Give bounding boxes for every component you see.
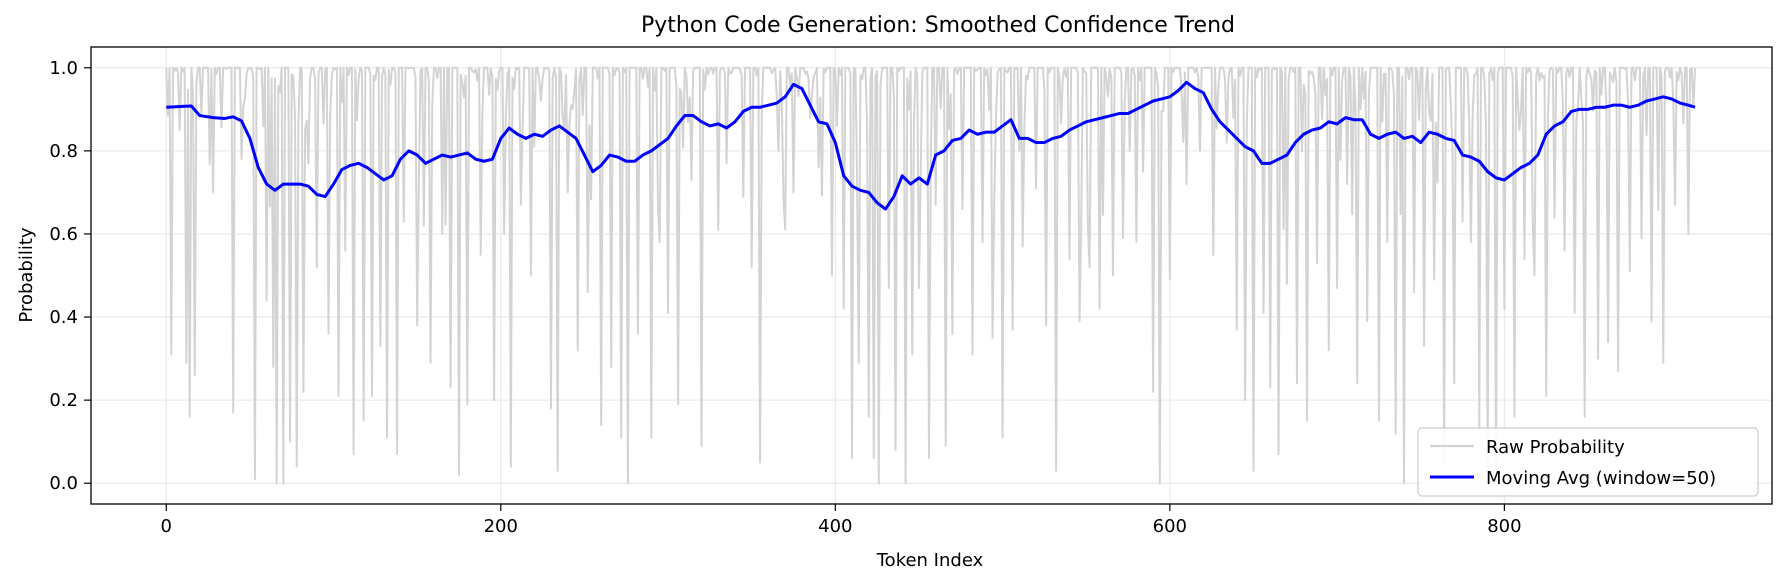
x-tick-label: 600	[1153, 516, 1187, 537]
legend: Raw Probability Moving Avg (window=50)	[1417, 427, 1759, 497]
chart-title: Python Code Generation: Smoothed Confide…	[641, 13, 1235, 38]
plot-frame	[90, 46, 1773, 505]
x-tick-label: 800	[1487, 516, 1521, 537]
x-tick-label: 200	[484, 516, 518, 537]
y-tick-label: 0.6	[49, 224, 78, 245]
y-axis-ticks: 0.0 0.2 0.4 0.6 0.8 1.0	[49, 58, 91, 494]
raw-probability-line	[165, 66, 1697, 485]
y-tick-label: 0.4	[49, 307, 78, 328]
legend-label-moving-avg: Moving Avg (window=50)	[1486, 468, 1716, 489]
moving-avg-layer	[166, 80, 1696, 211]
y-tick-label: 0.0	[49, 473, 78, 494]
y-tick-label: 0.2	[49, 390, 78, 411]
x-axis-label: Token Index	[876, 550, 984, 571]
moving-avg-line	[166, 80, 1696, 211]
x-tick-label: 400	[818, 516, 852, 537]
y-tick-label: 1.0	[49, 58, 78, 79]
legend-label-raw: Raw Probability	[1486, 437, 1625, 458]
x-axis-ticks: 0 200 400 600 800	[161, 504, 1522, 537]
y-tick-label: 0.8	[49, 141, 78, 162]
legend-box	[1417, 427, 1759, 497]
y-axis-label: Probability	[16, 227, 37, 322]
raw-probability-layer	[165, 66, 1697, 485]
x-tick-label: 0	[161, 516, 172, 537]
